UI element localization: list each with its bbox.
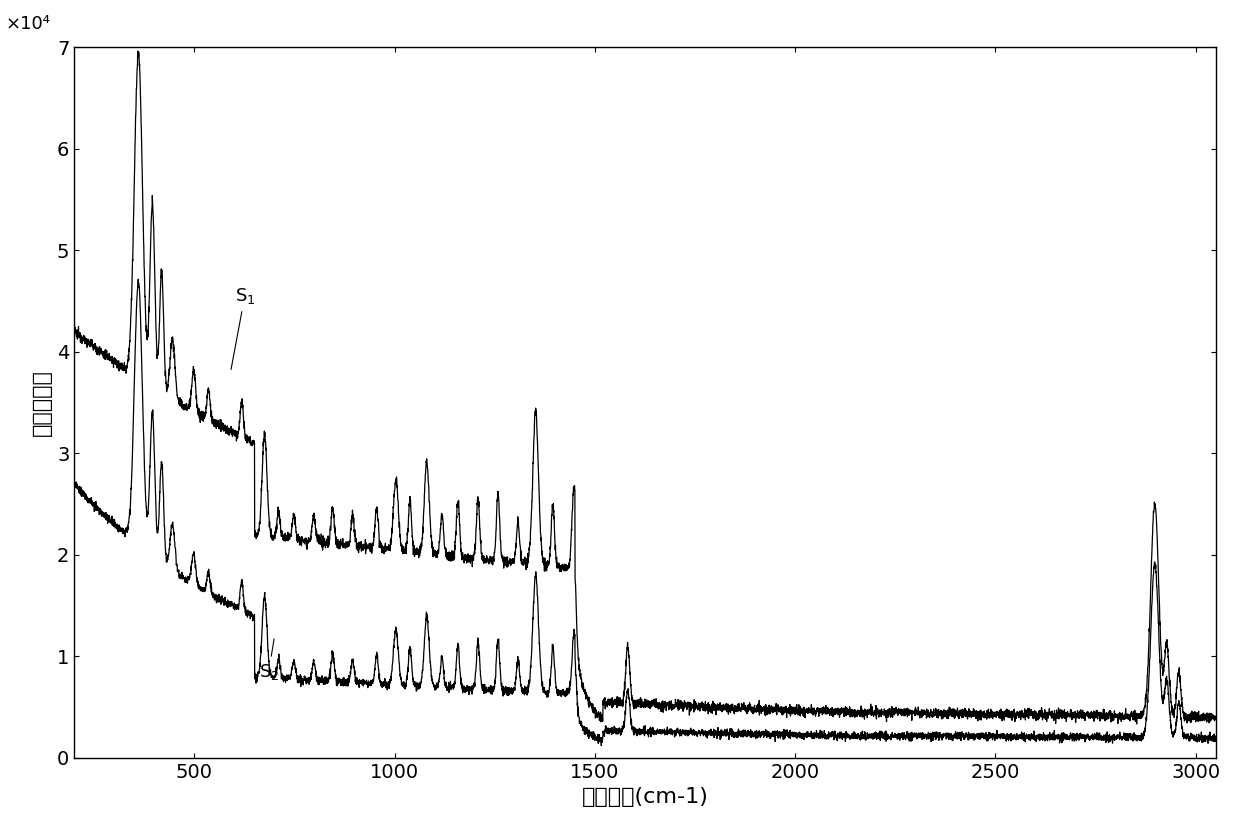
Y-axis label: 光强度计数: 光强度计数 (31, 369, 51, 436)
X-axis label: 拉曼迁移(cm-1): 拉曼迁移(cm-1) (582, 788, 708, 808)
Text: ×10⁴: ×10⁴ (6, 15, 51, 33)
Text: S$_1$: S$_1$ (231, 286, 255, 369)
Text: S$_2$: S$_2$ (258, 639, 279, 681)
